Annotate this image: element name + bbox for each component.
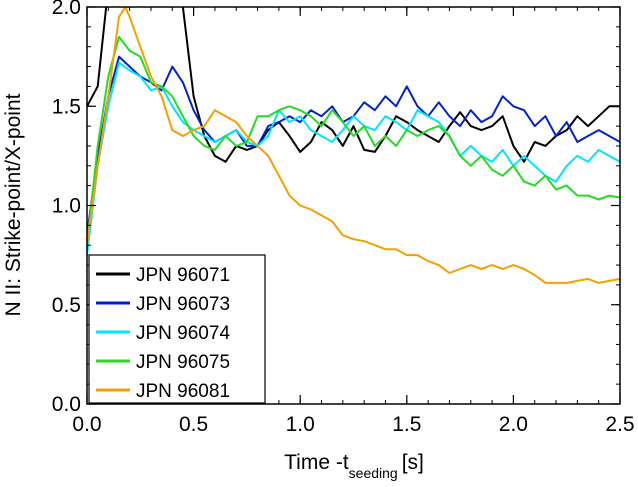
x-axis-label-main: Time -t (284, 451, 349, 474)
legend-label-3: JPN 96074 (136, 323, 230, 344)
x-tick-label: 2.5 (605, 413, 634, 436)
series-line-2 (87, 55, 620, 236)
x-tick-label: 1.0 (286, 413, 315, 436)
y-tick-label: 0.5 (52, 294, 81, 317)
legend-label-4: JPN 96075 (136, 352, 230, 373)
legend-label-1: JPN 96071 (136, 265, 230, 286)
series-line-1 (87, 7, 620, 163)
x-tick-label: 2.0 (499, 413, 528, 436)
legend-box (88, 254, 266, 404)
y-tick-label: 1.5 (52, 95, 81, 118)
legend-label-5: JPN 96081 (136, 381, 230, 402)
legend-entries: JPN 96071 JPN 96073 JPN 96074 JPN 96075 JPN … (96, 265, 230, 402)
x-tick-label: 0.5 (179, 413, 208, 436)
x-axis-label: Time -tseeding [s] (284, 451, 424, 481)
x-axis-label-unit: [s] (402, 451, 424, 474)
series-layer (87, 7, 620, 284)
y-tick-label: 0.0 (52, 393, 81, 416)
legend: JPN 96071 JPN 96073 JPN 96074 JPN 96075 JPN … (88, 254, 266, 404)
y-tick-label: 1.0 (52, 195, 81, 218)
series-line-4 (87, 35, 620, 246)
series-line-5 (87, 7, 620, 284)
x-tick-label: 0.0 (72, 413, 101, 436)
plot-frame (86, 6, 621, 405)
legend-label-2: JPN 96073 (136, 294, 230, 315)
series-line-3 (87, 61, 620, 256)
x-tick-label: 1.5 (392, 413, 421, 436)
x-axis-label-subscript: seeding (349, 465, 398, 481)
y-tick-label: 2.0 (52, 0, 81, 19)
y-axis-label: N II: Strike-point/X-point (2, 93, 25, 316)
